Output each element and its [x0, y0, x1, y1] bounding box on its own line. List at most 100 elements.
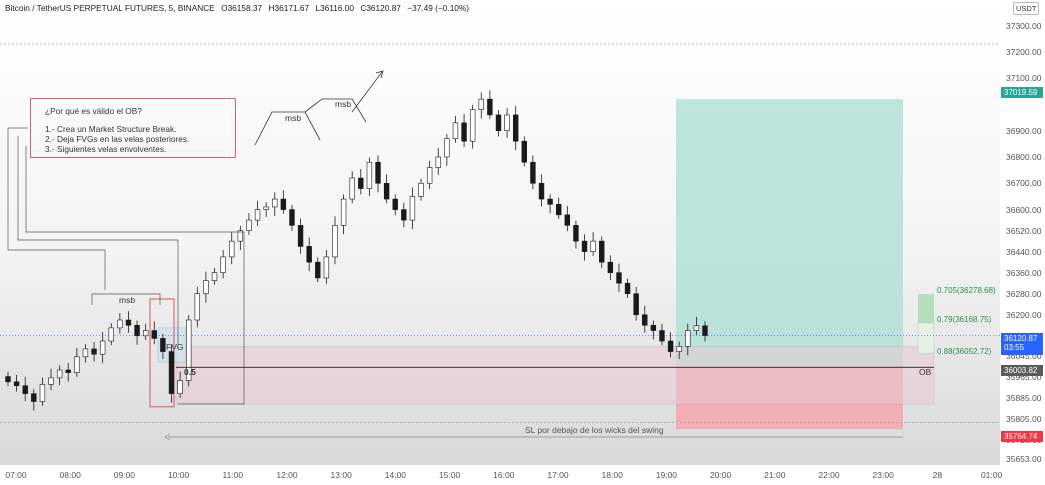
candle-down	[22, 385, 28, 394]
candle-up	[194, 293, 201, 321]
candle-down	[160, 338, 166, 352]
annotation-box[interactable]: ¿Por qué es válido el OB? 1.- Crea un Ma…	[30, 98, 236, 158]
candle-down	[306, 246, 312, 263]
ob-label: OB	[919, 367, 932, 377]
candle-up	[237, 230, 244, 242]
price-axis[interactable]: 37300.00 37200.00 37100.00 36900.00 36800.00…	[1000, 0, 1045, 465]
candle-up	[590, 240, 596, 252]
price-tick-label: 35885.00	[1006, 392, 1042, 403]
take-profit-zone	[676, 99, 903, 367]
candle-down	[168, 351, 175, 394]
candle-down	[280, 198, 287, 210]
candle-down	[495, 114, 502, 131]
candle-up	[203, 280, 209, 295]
candle-up	[263, 206, 269, 210]
fib-level-88: 0.88(36052.72)	[937, 347, 992, 356]
time-tick-label: 10:00	[167, 470, 190, 480]
candle-down	[530, 161, 536, 184]
time-tick-label: 01:00	[980, 470, 1003, 480]
candlestick-chart[interactable]	[0, 0, 1000, 465]
candle-up	[142, 330, 149, 337]
price-tick-label: 36700.00	[1006, 178, 1042, 189]
candle-up	[452, 122, 459, 139]
candle-down	[547, 198, 553, 205]
candle-up	[177, 380, 183, 394]
candle-down	[151, 330, 157, 339]
candle-up	[99, 340, 106, 355]
order-block-zone	[175, 346, 935, 405]
candle-down	[702, 325, 708, 336]
arrow-to-msb	[7, 128, 106, 290]
ohlc-low: L36116.00	[315, 3, 355, 13]
time-tick-label: 15:00	[438, 470, 461, 480]
price-tick-label: 35965.00	[1006, 371, 1042, 382]
candle-down	[512, 114, 519, 142]
ohlc-open: O36158.37	[221, 3, 263, 13]
candle-countdown: 03:55	[1004, 343, 1025, 352]
symbol-title[interactable]: Bitcoin / TetherUS PERPETUAL FUTURES, 5,…	[5, 3, 215, 13]
time-axis[interactable]: 07:00 08:00 09:00 10:00 11:00 12:00 13:00 14:00…	[0, 465, 1045, 485]
ohlc-change: −37.49 (−0.10%)	[407, 3, 470, 13]
arrow-to-ob	[25, 146, 245, 405]
candle-up	[444, 138, 450, 158]
fib-level-705: 0.705(36278.68)	[937, 286, 996, 295]
time-tick-label: 14:00	[384, 470, 407, 480]
candle-down	[5, 376, 11, 383]
time-tick-label: 13:00	[330, 470, 352, 480]
candle-up	[323, 256, 330, 279]
candle-down	[383, 182, 390, 200]
price-tick-label: 36520.00	[1006, 225, 1042, 236]
currency-button[interactable]: USDT	[1013, 2, 1040, 15]
candle-down	[581, 240, 588, 252]
candle-down	[401, 209, 407, 221]
candle-up	[340, 198, 347, 226]
candle-up	[478, 98, 484, 110]
candle-down	[375, 161, 381, 184]
price-tick-label: 36280.00	[1006, 288, 1042, 299]
candle-up	[211, 272, 218, 281]
candle-up	[693, 325, 700, 331]
time-tick-label: 22:00	[818, 470, 840, 480]
price-tick-label: 36900.00	[1006, 125, 1042, 136]
candle-down	[624, 282, 631, 295]
candle-down	[31, 393, 37, 402]
msb-structure-1	[254, 111, 321, 146]
time-tick-label: 18:00	[601, 470, 623, 480]
price-tick-label: 35653.00	[1006, 453, 1042, 464]
candle-down	[487, 98, 493, 116]
candle-down	[125, 319, 132, 326]
candle-down	[564, 214, 571, 226]
time-tick-label: 19:00	[655, 470, 678, 480]
candle-up	[254, 209, 261, 221]
candle-down	[659, 330, 665, 342]
candle-down	[13, 381, 20, 387]
chart-plot-area[interactable]	[0, 0, 1000, 465]
candle-down	[315, 261, 321, 279]
candle-down	[599, 240, 605, 263]
time-tick-label: 20:00	[709, 470, 732, 480]
candle-down	[297, 225, 304, 247]
price-tick-label: 36440.00	[1006, 246, 1042, 257]
candle-down	[91, 348, 97, 355]
ohlc-close: C36120.87	[360, 3, 401, 13]
candle-up	[56, 369, 63, 379]
time-tick-label: 28	[932, 470, 943, 480]
candle-down	[134, 324, 140, 337]
current-price-value: 36120.87	[1004, 334, 1038, 343]
price-tick-label: 36600.00	[1006, 204, 1042, 215]
candle-up	[366, 161, 373, 189]
time-tick-label: 11:00	[222, 470, 244, 480]
annotation-question: ¿Por qué es válido el OB?	[45, 106, 142, 116]
msb-bracket	[91, 293, 161, 305]
candle-up	[48, 377, 54, 385]
price-tick-label: 37100.00	[1006, 73, 1042, 84]
time-tick-label: 21:00	[764, 470, 786, 480]
candle-down	[358, 177, 364, 189]
symbol-header: Bitcoin / TetherUS PERPETUAL FUTURES, 5,…	[5, 3, 473, 13]
current-price-tag: 36120.87 03:55	[1001, 333, 1043, 355]
msb-structure-2	[304, 98, 367, 123]
candle-up	[229, 240, 235, 258]
ob-price-tag: 36003.82	[1001, 365, 1043, 376]
candle-down	[650, 324, 657, 331]
